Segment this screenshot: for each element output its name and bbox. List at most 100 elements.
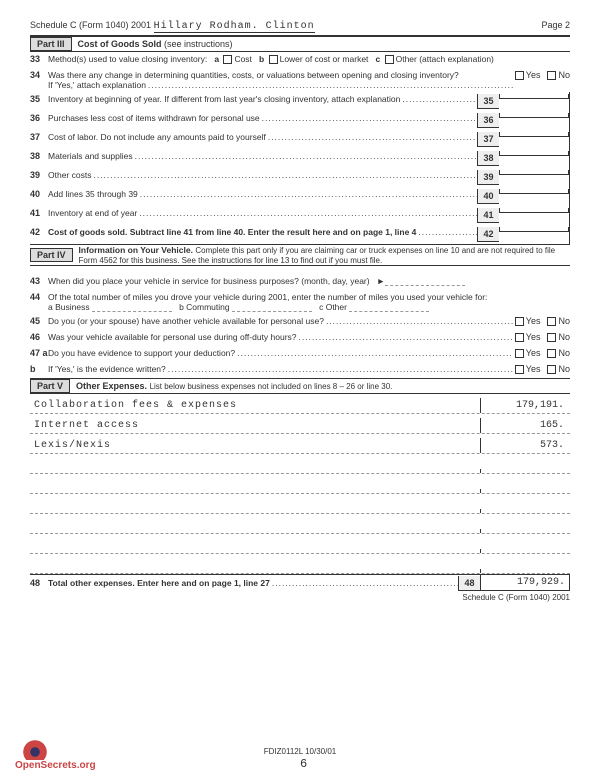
- box-35: 35: [477, 94, 499, 109]
- line-b: bIf 'Yes,' is the evidence written?Yes N…: [30, 362, 570, 378]
- cb-yes[interactable]: [515, 317, 524, 326]
- part3-label: Part III: [30, 37, 72, 51]
- expense-row-2: Lexis/Nexis573.: [30, 434, 570, 454]
- line-38: 38Materials and supplies38: [30, 149, 569, 168]
- expense-row-7: [30, 534, 570, 554]
- form-header: Schedule C (Form 1040) 2001 Hillary Rodh…: [30, 20, 570, 36]
- part5-label: Part V: [30, 379, 70, 393]
- expense-row-1: Internet access165.: [30, 414, 570, 434]
- expense-val[interactable]: [480, 509, 570, 513]
- handwritten-page: 6: [300, 757, 307, 771]
- line-44: 44 Of the total number of miles you drov…: [30, 290, 570, 314]
- cb-no[interactable]: [547, 349, 556, 358]
- cb-yes[interactable]: [515, 365, 524, 374]
- val-38[interactable]: [499, 151, 569, 156]
- expense-desc[interactable]: Lexis/Nexis: [30, 438, 480, 453]
- part5-header: Part V Other Expenses. List below busine…: [30, 378, 570, 394]
- expense-val[interactable]: 165.: [480, 418, 570, 433]
- val-37[interactable]: [499, 132, 569, 137]
- box-39: 39: [477, 170, 499, 185]
- checkbox-34-no[interactable]: [547, 71, 556, 80]
- expense-desc[interactable]: [30, 569, 480, 573]
- expense-row-6: [30, 514, 570, 534]
- expense-val[interactable]: 573.: [480, 438, 570, 453]
- box-40: 40: [477, 189, 499, 204]
- line-41: 41Inventory at end of year41: [30, 206, 569, 225]
- expense-row-4: [30, 474, 570, 494]
- val-42[interactable]: [499, 227, 569, 232]
- checkbox-34-yes[interactable]: [515, 71, 524, 80]
- schedule-footer: Schedule C (Form 1040) 2001: [30, 593, 570, 602]
- cb-yes[interactable]: [515, 349, 524, 358]
- part3-header: Part III Cost of Goods Sold (see instruc…: [30, 36, 570, 52]
- expense-desc[interactable]: Collaboration fees & expenses: [30, 398, 480, 413]
- expense-val[interactable]: [480, 529, 570, 533]
- line-45: 45Do you (or your spouse) have another v…: [30, 314, 570, 330]
- part5-subtitle: List below business expenses not include…: [150, 382, 393, 391]
- taxpayer-name: Hillary Rodham. Clinton: [154, 21, 315, 33]
- line-33: 33 Method(s) used to value closing inven…: [30, 52, 570, 68]
- line-36: 36Purchases less cost of items withdrawn…: [30, 111, 569, 130]
- cb-no[interactable]: [547, 365, 556, 374]
- expense-row-0: Collaboration fees & expenses179,191.: [30, 394, 570, 414]
- cb-yes[interactable]: [515, 333, 524, 342]
- expense-desc[interactable]: [30, 529, 480, 533]
- line-48-total: 48 Total other expenses. Enter here and …: [30, 574, 570, 591]
- val-36[interactable]: [499, 113, 569, 118]
- schedule-label: Schedule C (Form 1040) 2001 Hillary Rodh…: [30, 20, 315, 33]
- line-40: 40Add lines 35 through 3940: [30, 187, 569, 206]
- part3-subtitle: (see instructions): [164, 39, 233, 49]
- date-blank[interactable]: [385, 276, 465, 286]
- part5-title: Other Expenses.: [76, 381, 147, 391]
- val-40[interactable]: [499, 189, 569, 194]
- expense-val[interactable]: [480, 549, 570, 553]
- checkbox-lower[interactable]: [269, 55, 278, 64]
- box-42: 42: [477, 227, 499, 242]
- expense-desc[interactable]: [30, 549, 480, 553]
- expense-rows: Collaboration fees & expenses179,191.Int…: [30, 394, 570, 574]
- line-37: 37Cost of labor. Do not include any amou…: [30, 130, 569, 149]
- part4-title: Information on Your Vehicle.: [79, 245, 193, 255]
- box-48: 48: [458, 576, 480, 591]
- eye-icon: [15, 740, 55, 760]
- box-41: 41: [477, 208, 499, 223]
- miles-business[interactable]: [92, 302, 172, 312]
- expense-desc[interactable]: [30, 509, 480, 513]
- line-39: 39Other costs39: [30, 168, 569, 187]
- box-38: 38: [477, 151, 499, 166]
- expense-val[interactable]: [480, 489, 570, 493]
- expense-val[interactable]: 179,191.: [480, 398, 570, 413]
- total-value: 179,929.: [480, 575, 570, 591]
- expense-val[interactable]: [480, 469, 570, 473]
- part4-header: Part IV Information on Your Vehicle. Com…: [30, 244, 570, 266]
- val-41[interactable]: [499, 208, 569, 213]
- checkbox-other[interactable]: [385, 55, 394, 64]
- expense-row-5: [30, 494, 570, 514]
- expense-row-3: [30, 454, 570, 474]
- line-43: 43 When did you place your vehicle in se…: [30, 274, 570, 290]
- expense-desc[interactable]: Internet access: [30, 418, 480, 433]
- opensecrets-logo: OpenSecrets.org: [15, 740, 96, 771]
- checkbox-cost[interactable]: [223, 55, 232, 64]
- box-36: 36: [477, 113, 499, 128]
- part4-label: Part IV: [30, 248, 73, 262]
- miles-commuting[interactable]: [232, 302, 312, 312]
- line-42: 42Cost of goods sold. Subtract line 41 f…: [30, 225, 569, 244]
- expense-val[interactable]: [480, 569, 570, 573]
- line-46: 46Was your vehicle available for persona…: [30, 330, 570, 346]
- cb-no[interactable]: [547, 333, 556, 342]
- part3-lines: 35Inventory at beginning of year. If dif…: [30, 92, 570, 244]
- cb-no[interactable]: [547, 317, 556, 326]
- val-39[interactable]: [499, 170, 569, 175]
- expense-desc[interactable]: [30, 489, 480, 493]
- line-35: 35Inventory at beginning of year. If dif…: [30, 92, 569, 111]
- part3-title: Cost of Goods Sold: [78, 39, 162, 49]
- box-37: 37: [477, 132, 499, 147]
- miles-other[interactable]: [349, 302, 429, 312]
- line-47a: 47 aDo you have evidence to support your…: [30, 346, 570, 362]
- line-34: 34 Was there any change in determining q…: [30, 68, 570, 92]
- page-number: Page 2: [541, 20, 570, 33]
- val-35[interactable]: [499, 94, 569, 99]
- expense-row-8: [30, 554, 570, 574]
- expense-desc[interactable]: [30, 469, 480, 473]
